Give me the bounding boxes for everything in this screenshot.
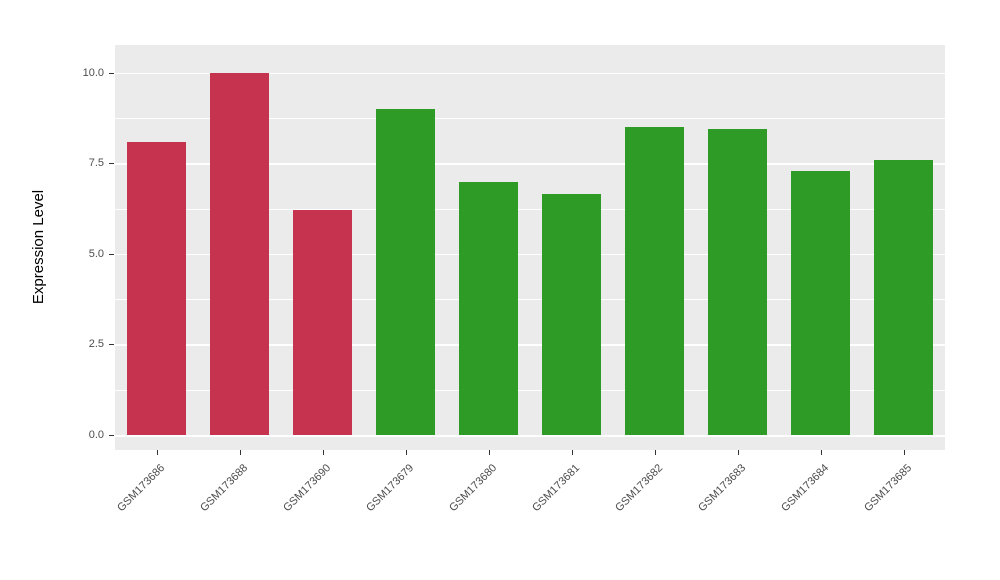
gridline-minor [115,299,945,300]
x-tick-mark [903,450,905,455]
bar-GSM173681 [542,194,601,435]
x-tick-mark [654,450,656,455]
gridline-major [115,253,945,256]
gridline-minor [115,208,945,210]
x-tick-label: GSM173688 [197,462,250,515]
y-tick-mark [109,344,114,346]
x-tick-label: GSM173680 [446,462,499,515]
x-tick-mark [488,450,490,455]
x-tick-mark [322,450,324,455]
bar-GSM173682 [625,127,684,435]
x-tick-mark [571,450,573,455]
bar-GSM173690 [293,210,352,435]
bar-GSM173685 [874,159,933,435]
gridline-minor [115,389,945,391]
y-tick-mark [109,253,114,255]
bar-GSM173684 [791,170,850,435]
x-tick-mark [156,450,158,455]
gridline-major [115,344,945,346]
bar-GSM173688 [210,72,269,435]
x-tick-label: GSM173685 [861,462,914,515]
y-tick-mark [109,435,114,436]
bar-GSM173680 [459,181,518,435]
x-tick-mark [239,450,241,455]
bar-GSM173679 [376,109,435,435]
gridline-major [115,435,945,437]
y-tick-label: 0.0 [88,429,104,441]
y-tick-label: 5.0 [88,247,104,260]
y-tick-mark [109,72,114,74]
bar-GSM173686 [127,141,186,435]
bar-GSM173683 [708,129,767,435]
y-tick-mark [109,163,114,165]
x-tick-mark [405,450,407,455]
y-tick-label: 10.0 [82,66,104,79]
x-tick-mark [820,450,822,455]
x-tick-label: GSM173683 [695,462,748,515]
x-tick-label: GSM173686 [114,462,167,515]
x-tick-label: GSM173679 [363,462,416,515]
gridline-major [115,163,945,165]
y-tick-label: 2.5 [88,338,104,351]
x-tick-label: GSM173681 [529,462,582,515]
gridline-minor [115,118,945,119]
x-tick-label: GSM173684 [778,462,831,515]
y-tick-label: 7.5 [88,157,104,170]
x-tick-label: GSM173682 [612,462,665,515]
plot-panel [115,45,945,450]
x-tick-mark [737,450,739,455]
gridline-major [115,72,945,75]
x-tick-label: GSM173690 [280,462,333,515]
